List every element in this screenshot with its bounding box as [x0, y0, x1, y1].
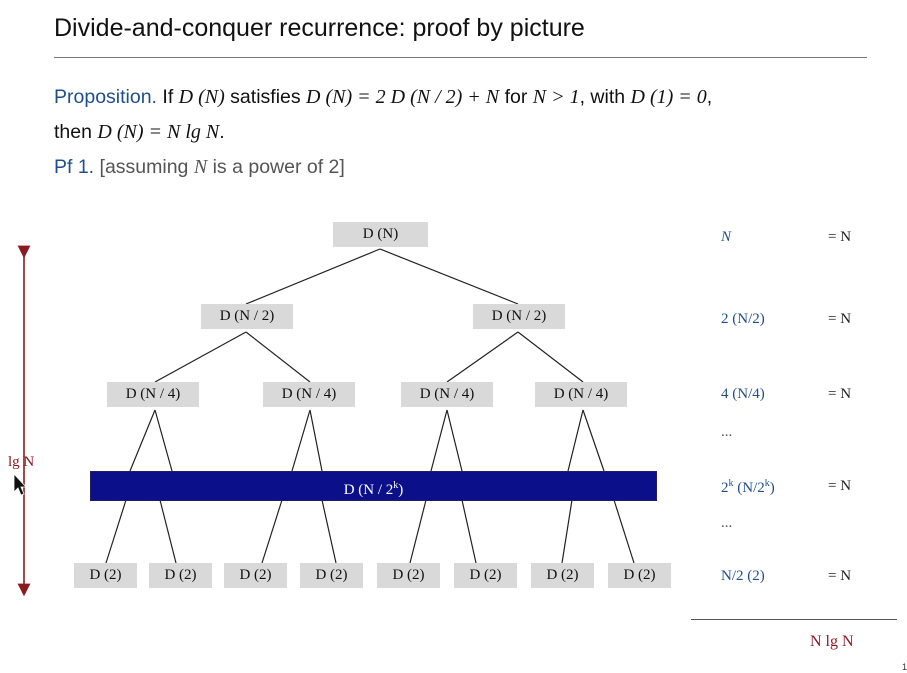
edge	[154, 331, 247, 383]
cost-eq: = N	[828, 229, 852, 245]
total-cost: N lg N	[810, 633, 854, 650]
tree-leaf: D (2)	[149, 563, 212, 588]
tree-node-level1: D (N / 2)	[201, 304, 293, 329]
result-equation: D (N) = N lg N	[97, 121, 220, 143]
condition: N > 1	[532, 86, 580, 108]
edge	[245, 331, 311, 383]
cost-k-sup2: k	[764, 478, 770, 489]
cost-k-sup: k	[728, 478, 734, 489]
cost-ellipsis: ...	[721, 424, 733, 440]
tree-node-level2: D (N / 4)	[263, 382, 355, 407]
conclusion-line: then D (N) = N lg N.	[54, 121, 225, 144]
tree-leaf: D (2)	[74, 563, 137, 588]
cost-k-c: )	[769, 480, 775, 496]
title-divider	[54, 57, 867, 58]
edge	[517, 331, 584, 383]
proof-note-post: is a power of 2]	[207, 156, 345, 178]
tree-node-level2: D (N / 4)	[107, 382, 199, 407]
edge	[245, 248, 381, 305]
edge	[446, 331, 519, 383]
cost-eq: = N	[828, 478, 852, 494]
tree-leaf: D (2)	[377, 563, 440, 588]
tree-leaf: D (2)	[224, 563, 287, 588]
tree-node-level2: D (N / 4)	[535, 382, 627, 407]
band-label: D (N / 2	[343, 482, 394, 498]
proposition-line: Proposition. If D (N) satisfies D (N) = …	[54, 86, 712, 109]
tree-leaf: D (2)	[300, 563, 363, 588]
edge	[379, 248, 519, 305]
proof-note-var: N	[193, 156, 208, 178]
d-of-n: D (N)	[178, 86, 225, 108]
then-text: then	[54, 121, 98, 143]
proof-note-pre: [assuming	[94, 156, 194, 178]
period: .	[219, 121, 225, 143]
cost-eq: = N	[828, 568, 852, 584]
cost-term: 4 (N/4)	[721, 386, 765, 402]
tree-node-root: D (N)	[333, 222, 428, 247]
proposition-label: Proposition.	[54, 86, 157, 108]
recurrence-equation: D (N) = 2 D (N / 2) + N	[306, 86, 500, 108]
if-text: If	[156, 86, 179, 108]
page-number: 1	[902, 662, 907, 672]
slide-title: Divide-and-conquer recurrence: proof by …	[54, 14, 585, 42]
cost-term-k: 2k (N/2k)	[721, 478, 775, 497]
cost-k-b: (N/2	[733, 480, 765, 496]
base-case: D (1) = 0	[630, 86, 707, 108]
cost-eq: = N	[828, 386, 852, 402]
level-k-band: D (N / 2k)	[90, 471, 657, 501]
comma: ,	[706, 86, 713, 108]
sum-divider	[691, 619, 897, 620]
cost-k-a: 2	[721, 480, 729, 496]
tree-leaf: D (2)	[531, 563, 594, 588]
cursor-icon	[13, 472, 27, 496]
band-close: )	[398, 482, 404, 498]
with-text: , with	[579, 86, 631, 108]
tree-leaf: D (2)	[608, 563, 671, 588]
band-sup: k	[393, 480, 399, 491]
tree-leaf: D (2)	[454, 563, 517, 588]
proof-line: Pf 1. [assuming N is a power of 2]	[54, 156, 345, 179]
cost-term: N/2 (2)	[721, 568, 765, 584]
cost-eq: = N	[828, 311, 852, 327]
tree-node-level1: D (N / 2)	[473, 304, 565, 329]
cost-term: N	[721, 229, 732, 245]
height-label: lg N	[8, 454, 35, 470]
for-text: for	[499, 86, 533, 108]
proof-label: Pf 1.	[54, 156, 95, 178]
satisfies-text: satisfies	[224, 86, 307, 108]
cost-ellipsis: ...	[721, 515, 733, 531]
cost-term: 2 (N/2)	[721, 311, 765, 327]
tree-node-level2: D (N / 4)	[401, 382, 493, 407]
